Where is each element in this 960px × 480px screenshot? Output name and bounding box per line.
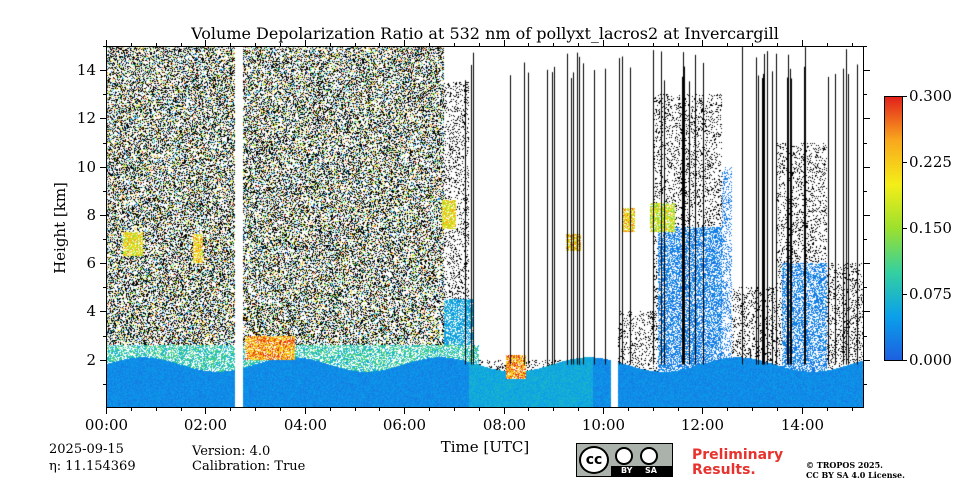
x-tick-label: 00:00 [84,416,129,434]
y-tick-label: 10 [76,157,96,176]
y-tick-label: 6 [86,253,96,272]
share-alike-icon [640,447,658,465]
y-tick-label: 2 [86,350,96,369]
cc-sa-label: SA [645,466,657,475]
plot-frame [106,46,864,408]
y-tick-label: 4 [86,301,96,320]
y-tick-label: 14 [76,60,96,79]
x-tick-label: 12:00 [680,416,725,434]
x-tick-label: 06:00 [382,416,427,434]
y-tick-label: 12 [76,108,96,127]
eta-label: η: 11.154369 [49,459,136,474]
y-tick-label: 8 [86,205,96,224]
copyright-line2: CC BY SA 4.0 License. [806,470,905,480]
cc-license-badge: cc BY SA [576,443,673,477]
colorbar-tick-label: 0.075 [909,284,952,303]
colorbar [884,96,903,361]
x-axis-label: Time [UTC] [440,438,530,456]
colorbar-tick-label: 0.225 [909,152,952,171]
version-label: Version: 4.0 [192,444,271,459]
x-tick-label: 08:00 [482,416,527,434]
preliminary-line2: Results. [692,462,756,478]
x-tick-label: 04:00 [283,416,328,434]
preliminary-line1: Preliminary [692,447,784,463]
cc-by-label: BY [621,466,633,475]
preliminary-notice: Preliminary Results. [692,448,783,478]
colorbar-tick-label: 0.150 [909,218,952,237]
cc-icon: cc [579,446,609,474]
attribution-icon [615,447,633,465]
colorbar-tick-label: 0.000 [909,350,952,369]
colorbar-tick-label: 0.300 [909,86,952,105]
x-tick-label: 14:00 [780,416,825,434]
x-tick-label: 10:00 [581,416,626,434]
depolarization-heatmap [106,46,864,408]
chart-title: Volume Depolarization Ratio at 532 nm of… [191,24,779,43]
copyright-line1: © TROPOS 2025. [806,460,883,470]
copyright-notice: © TROPOS 2025. CC BY SA 4.0 License. [806,460,905,480]
date-label: 2025-09-15 [49,442,124,457]
x-tick-label: 02:00 [183,416,228,434]
calibration-label: Calibration: True [192,459,306,474]
